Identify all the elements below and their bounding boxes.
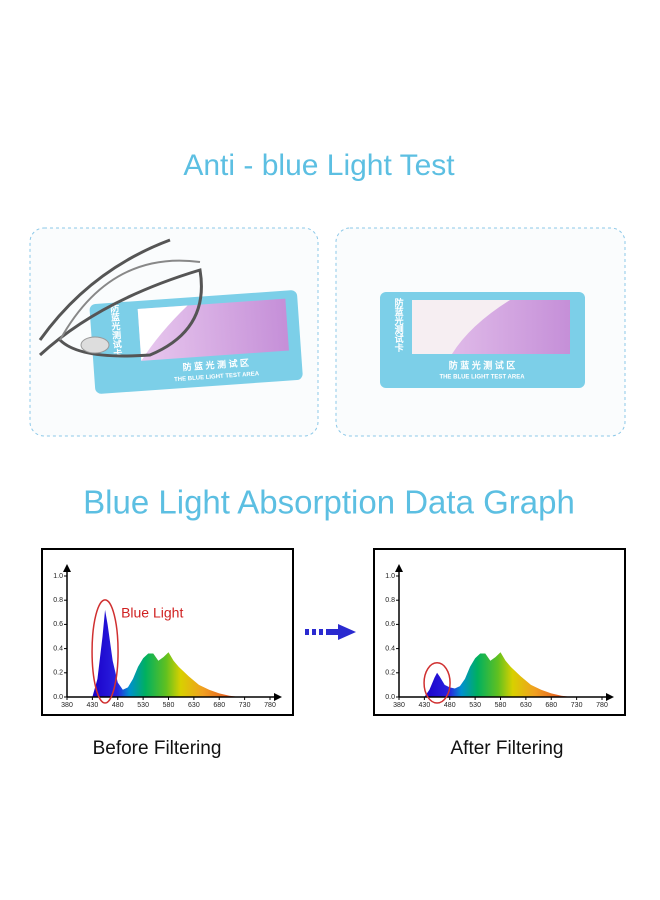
y-tick-label: 0.8 <box>53 597 63 604</box>
x-tick-label: 730 <box>571 702 583 709</box>
y-arrow <box>395 564 403 572</box>
x-tick-label: 780 <box>264 702 276 709</box>
spectrum-area <box>92 609 240 697</box>
card-area-en: THE BLUE LIGHT TEST AREA <box>174 371 260 383</box>
y-tick-label: 0.8 <box>385 597 395 604</box>
y-tick-label: 0.2 <box>385 670 395 677</box>
caption: Before Filtering <box>93 738 222 759</box>
x-tick-label: 380 <box>61 702 73 709</box>
x-tick-label: 380 <box>393 702 405 709</box>
y-tick-label: 1.0 <box>385 573 395 580</box>
photo-1: 防蓝光测试卡 防 蓝 光 测 试 区 THE BLUE LIGHT TEST A… <box>29 227 319 437</box>
photo-2: 防蓝光测试卡 防 蓝 光 测 试 区 THE BLUE LIGHT TEST A… <box>335 227 626 437</box>
y-tick-label: 0.0 <box>385 694 395 701</box>
x-tick-label: 480 <box>112 702 124 709</box>
card-area: 防 蓝 光 测 试 区 <box>182 357 249 373</box>
title: Anti - blue Light Test <box>183 149 455 182</box>
x-tick-label: 580 <box>163 702 175 709</box>
y-tick-label: 0.6 <box>385 621 395 628</box>
card-label: 防蓝光测试卡 <box>394 297 405 353</box>
y-tick-label: 0.6 <box>53 621 63 628</box>
x-tick-label: 780 <box>596 702 608 709</box>
x-tick-label: 480 <box>444 702 456 709</box>
arrow <box>305 624 356 640</box>
x-tick-label: 430 <box>87 702 99 709</box>
x-tick-label: 630 <box>188 702 200 709</box>
y-tick-label: 0.2 <box>53 670 63 677</box>
x-arrow <box>606 693 614 701</box>
x-tick-label: 430 <box>419 702 431 709</box>
highlight-ring <box>423 662 451 704</box>
card-label: 防蓝光测试卡 <box>109 302 123 359</box>
highlight-ring <box>91 599 119 704</box>
x-tick-label: 680 <box>545 702 557 709</box>
x-tick-label: 580 <box>495 702 507 709</box>
spectrum-area <box>424 652 572 697</box>
x-tick-label: 530 <box>137 702 149 709</box>
card-area: 防 蓝 光 测 试 区 <box>449 359 516 370</box>
y-arrow <box>63 564 71 572</box>
caption: After Filtering <box>451 738 564 759</box>
y-tick-label: 0.0 <box>53 694 63 701</box>
section-title: Blue Light Absorption Data Graph <box>83 484 575 521</box>
card-area-en: THE BLUE LIGHT TEST AREA <box>439 375 525 381</box>
y-tick-label: 1.0 <box>53 573 63 580</box>
y-tick-label: 0.4 <box>385 645 395 652</box>
y-tick-label: 0.4 <box>53 645 63 652</box>
x-tick-label: 680 <box>213 702 225 709</box>
x-arrow <box>274 693 282 701</box>
x-tick-label: 730 <box>239 702 251 709</box>
x-tick-label: 530 <box>469 702 481 709</box>
annotation: Blue Light <box>121 605 183 621</box>
x-tick-label: 630 <box>520 702 532 709</box>
